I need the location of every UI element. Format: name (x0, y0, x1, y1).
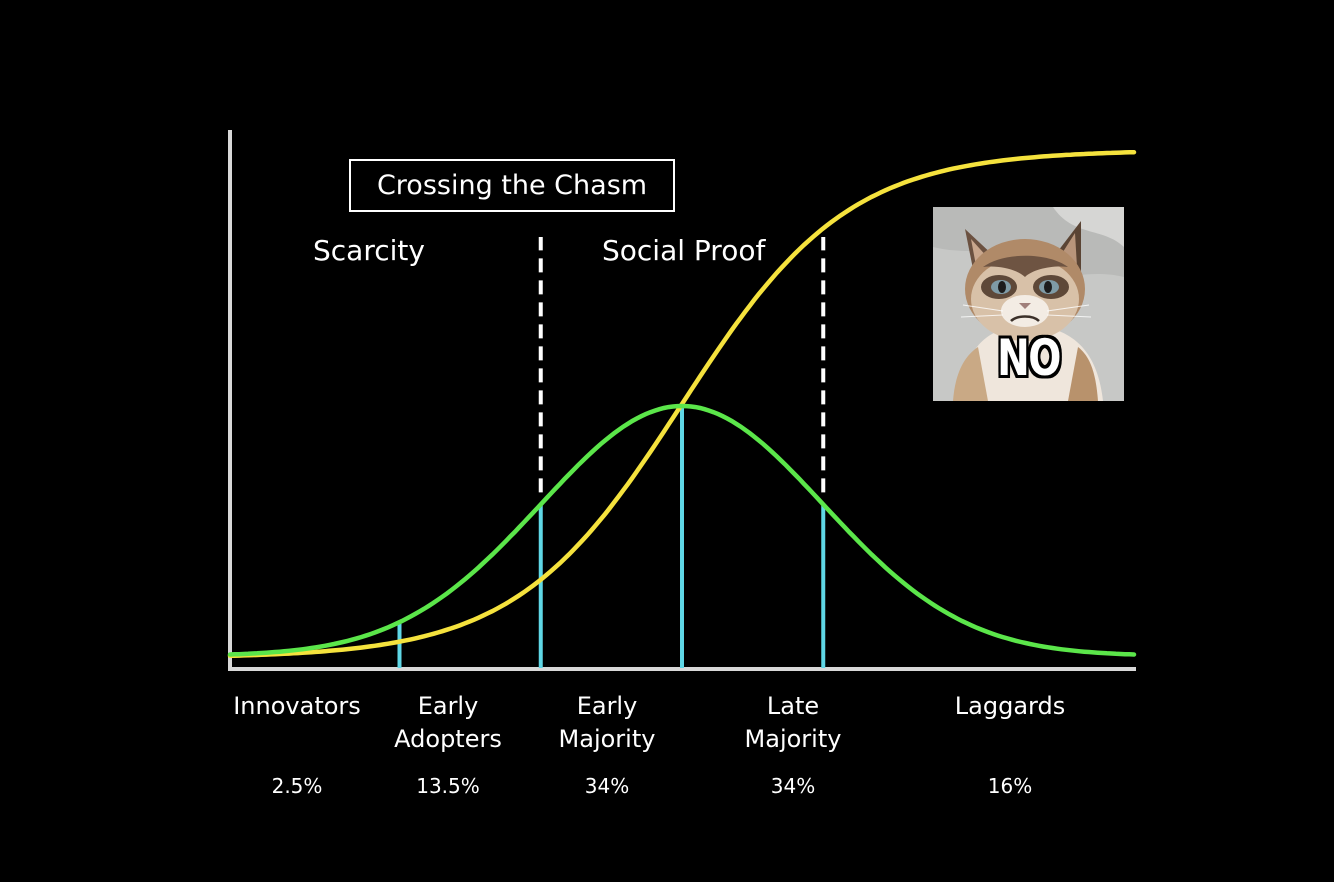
segment-label-line: Laggards (954, 692, 1066, 720)
adoption-bell-curve (227, 403, 1137, 657)
chart-title: Crossing the Chasm (376, 170, 648, 201)
region-label-social-proof: Social Proof (602, 234, 766, 267)
grumpy-cat-illustration (933, 207, 1124, 401)
segment-label-late-majority: Late Majority (745, 690, 842, 756)
segment-label-line: Late (766, 692, 820, 720)
segment-label-early-majority: Early Majority (559, 690, 656, 756)
share-label-early-majority: 34% (584, 774, 630, 798)
segment-label-innovators: Innovators (233, 690, 361, 723)
share-label-innovators: 2.5% (271, 774, 323, 798)
share-label-late-majority: 34% (770, 774, 816, 798)
segment-label-line: Adopters (394, 725, 502, 753)
segment-label-line: Innovators (233, 692, 361, 720)
share-label-laggards: 16% (987, 774, 1033, 798)
segment-label-line: Majority (744, 725, 842, 753)
meme-caption: NO (997, 329, 1061, 387)
share-label-early-adopters: 13.5% (416, 774, 480, 798)
segment-label-line: Early (417, 692, 479, 720)
title-box: Crossing the Chasm (349, 159, 675, 212)
segment-label-line: Early (576, 692, 638, 720)
segment-label-laggards: Laggards (955, 690, 1065, 723)
region-label-scarcity: Scarcity (313, 234, 425, 267)
grumpy-cat-meme: NO (933, 207, 1124, 401)
segment-label-line: Majority (558, 725, 656, 753)
segment-label-early-adopters: Early Adopters (394, 690, 502, 756)
